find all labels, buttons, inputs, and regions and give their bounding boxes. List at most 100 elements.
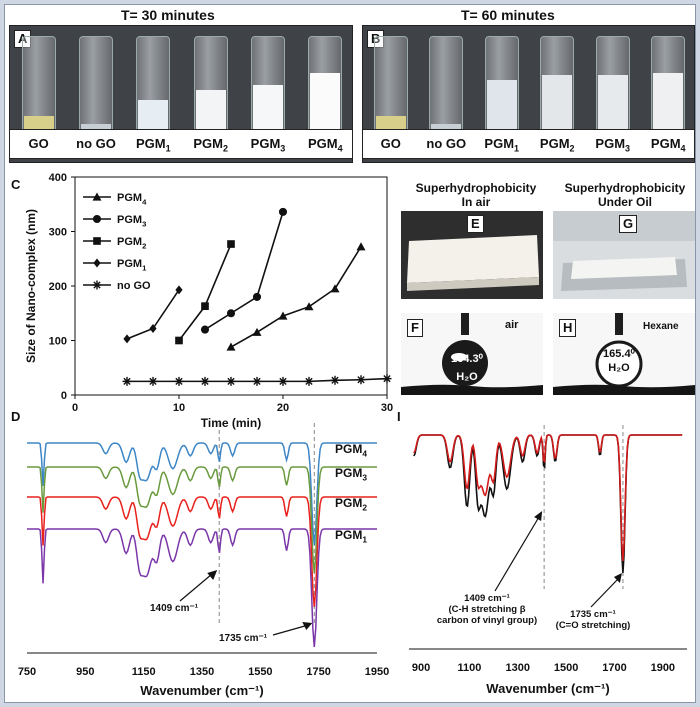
vial-label-sub: 2 — [222, 143, 228, 154]
x-tick-label: 1300 — [506, 662, 530, 674]
panel-d-chart: D 750 950 1150 1350 1550 1750 1950 Wavenumber (c… — [11, 409, 389, 698]
panel-g-letter: G — [619, 215, 638, 233]
annotation-arrow — [494, 514, 541, 592]
marker-diamond — [175, 285, 183, 295]
panel-i-chart: I 900 1100 1300 1500 1700 1900 Wavenumber (cm⁻¹… — [397, 409, 687, 696]
star-stroke — [331, 376, 339, 384]
vial-liquid — [597, 75, 628, 134]
x-tick-label: 1700 — [602, 662, 626, 674]
vial-label-text: PGM — [484, 136, 515, 151]
vial — [429, 36, 464, 136]
series-line — [230, 246, 362, 348]
vial-liquid — [195, 89, 226, 134]
panel-f-drop: H₂O — [456, 371, 478, 383]
vial-label-sub: 1 — [514, 143, 520, 154]
panel-f-medium: air — [505, 319, 519, 331]
star-stroke — [123, 377, 131, 386]
vial-label: PGM4 — [297, 136, 354, 154]
x-tick-label: 1500 — [554, 662, 578, 674]
panel-c-chart: C 0 100 200 300 400 0 10 20 30 Time (min) Size of N… — [11, 172, 393, 430]
marker-triangle — [356, 242, 366, 251]
y-tick-label: 400 — [49, 172, 67, 184]
marker-square — [227, 240, 235, 248]
vial — [21, 36, 56, 136]
vial — [540, 36, 575, 136]
marker-diamond — [149, 324, 157, 334]
heading-air: Superhydrophobicity In air — [407, 181, 545, 209]
annotation-arrow — [590, 576, 621, 608]
spectrum-red — [413, 434, 683, 562]
marker-square — [175, 336, 183, 345]
vial — [251, 36, 285, 136]
vial-label-text: GO — [380, 136, 401, 151]
panel-h-photo — [553, 313, 695, 395]
y-tick-label: 0 — [61, 390, 67, 402]
x-tick-label: 10 — [173, 402, 185, 414]
vial — [308, 36, 343, 136]
panel-f-angle: 164.3⁰ — [451, 353, 483, 365]
marker-star — [148, 376, 158, 386]
spectrum-black — [413, 434, 683, 574]
marker-circle — [252, 292, 262, 301]
star-stroke — [201, 377, 209, 386]
vial-label: no GO — [67, 136, 124, 151]
x-tick-label: 750 — [18, 666, 36, 678]
arrowhead — [207, 570, 218, 580]
annotation-1735-line: 1735 cm⁻¹ — [570, 609, 616, 620]
marker-star — [330, 375, 340, 385]
marker-circle — [226, 309, 236, 318]
vial — [136, 36, 171, 136]
arrowhead — [302, 622, 313, 630]
annotation-1735: 1735 cm⁻¹ — [219, 633, 268, 644]
vial-label-text: PGM — [650, 136, 681, 151]
spectrum-pgm3 — [27, 466, 377, 574]
marker-diamond — [123, 334, 131, 344]
series-pgm2 — [175, 240, 235, 345]
star-stroke — [175, 377, 183, 386]
series-no-go — [122, 374, 392, 386]
star-stroke — [357, 376, 365, 384]
vial-label-text: PGM — [308, 136, 338, 151]
x-tick-label: 1900 — [651, 662, 675, 674]
vial-label-sub: 3 — [280, 143, 286, 154]
panel-g-photo — [553, 211, 695, 299]
panel-c-letter: C — [11, 177, 21, 192]
vial-liquid — [653, 73, 684, 134]
marker-star — [226, 376, 236, 386]
vial-liquid — [486, 80, 517, 134]
x-tick-label: 30 — [381, 402, 393, 414]
annotation-arrow — [179, 572, 214, 602]
vial-label-text: PGM — [595, 136, 626, 151]
vial-liquid — [310, 73, 341, 134]
y-tick-label: 200 — [49, 281, 67, 293]
marker-triangle — [330, 284, 340, 293]
spectrum-label: PGM1 — [335, 528, 367, 545]
marker-star — [122, 376, 132, 386]
x-tick-label: 1750 — [306, 666, 330, 678]
annotation-arrow — [272, 624, 309, 636]
y-tick-label: 300 — [49, 227, 67, 239]
vial-liquid — [253, 85, 283, 134]
heading-oil-line1: Superhydrophobicity — [564, 181, 686, 195]
marker-diamond — [93, 258, 101, 268]
vial — [651, 36, 686, 136]
annotation-1409-line: 1409 cm⁻¹ — [464, 593, 510, 604]
x-tick-label: 1350 — [190, 666, 214, 678]
series-pgm3 — [200, 207, 288, 334]
vial — [484, 36, 519, 136]
annotation-1735-line: (C=O stretching) — [556, 620, 631, 631]
vial-liquid — [138, 99, 169, 134]
marker-star — [304, 376, 314, 386]
marker-circle — [92, 214, 102, 224]
legend-label: PGM4 — [117, 192, 147, 206]
marker-square — [93, 237, 101, 245]
star-stroke — [149, 377, 157, 386]
x-axis-label: Time (min) — [201, 416, 261, 430]
vial — [193, 36, 228, 136]
panel-h-medium: Hexane — [643, 321, 679, 332]
marker-triangle — [92, 192, 102, 201]
panel-h-letter: H — [559, 319, 577, 337]
marker-circle — [278, 207, 288, 216]
marker-star — [382, 374, 392, 384]
heading-oil-line2: Under Oil — [597, 195, 652, 209]
